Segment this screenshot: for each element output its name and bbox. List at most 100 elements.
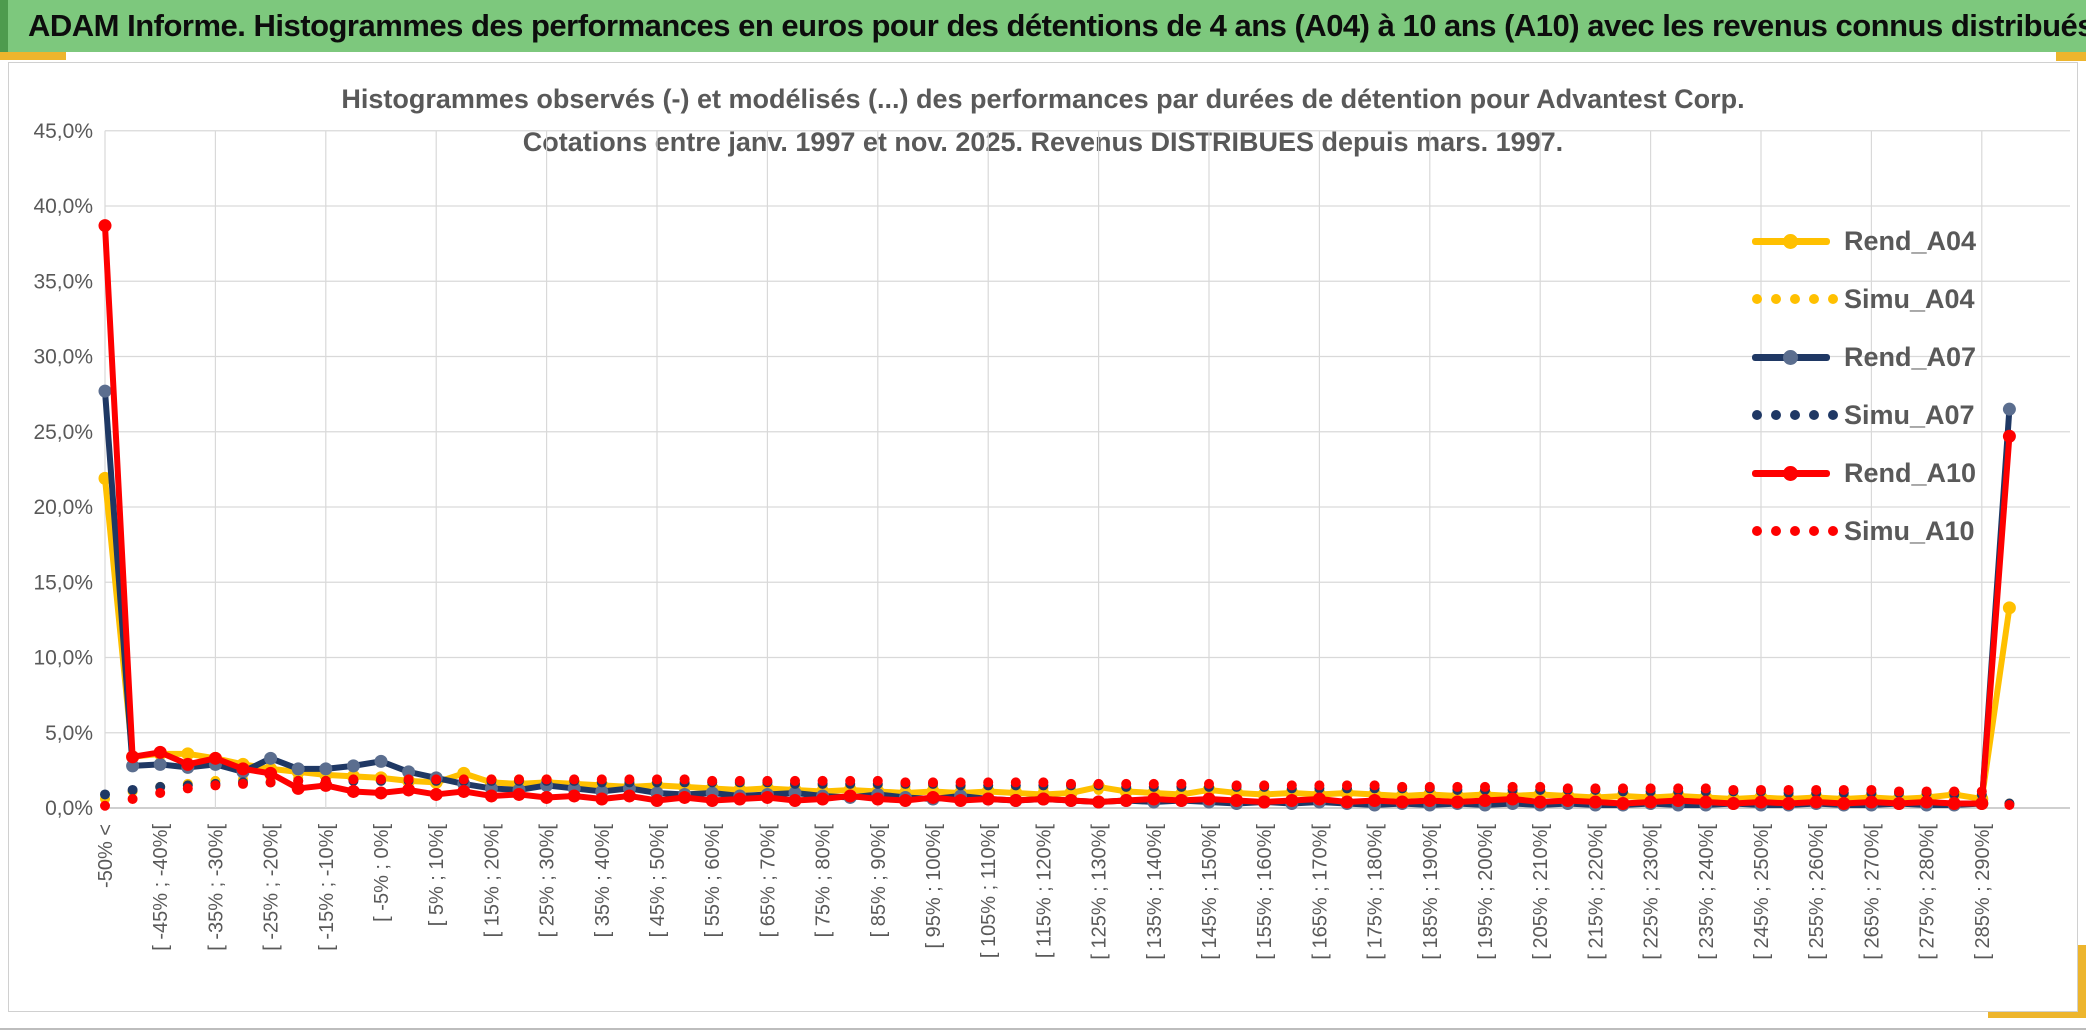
- y-tick-label: 20,0%: [33, 496, 93, 519]
- data-point-marker: [1174, 793, 1188, 807]
- data-point-marker: [1809, 795, 1823, 809]
- data-point-marker: [1699, 795, 1713, 809]
- data-point-marker: [788, 793, 802, 807]
- header-left-edge: [0, 0, 8, 52]
- dotted-data-point: [624, 774, 635, 785]
- data-point-marker: [1588, 795, 1602, 809]
- data-point-marker: [622, 789, 636, 803]
- data-point-marker: [1478, 793, 1492, 807]
- dotted-data-point: [1231, 780, 1242, 791]
- data-point-marker: [346, 784, 360, 798]
- data-point-marker: [126, 750, 140, 764]
- legend-label: Simu_A10: [1844, 515, 1975, 546]
- y-tick-label: 0,0%: [45, 797, 93, 820]
- dotted-data-point: [707, 775, 718, 786]
- dotted-line-swatch-icon: [1752, 526, 1838, 536]
- data-point-marker: [264, 751, 278, 765]
- x-tick-label: -50% <: [95, 824, 117, 888]
- data-point-marker: [1340, 795, 1354, 809]
- dotted-data-point: [1148, 778, 1159, 789]
- y-tick-label: 35,0%: [33, 270, 93, 293]
- data-point-marker: [1533, 795, 1547, 809]
- data-point-marker: [567, 789, 581, 803]
- dotted-data-point: [1121, 778, 1132, 789]
- x-tick-label: [ 65% ; 70%[: [757, 824, 779, 938]
- dotted-data-point: [955, 777, 966, 788]
- data-point-marker: [1506, 792, 1520, 806]
- data-point-marker: [1036, 792, 1050, 806]
- dotted-data-point: [762, 775, 773, 786]
- series-Simu_A10: [100, 774, 2015, 811]
- data-point-marker: [1064, 793, 1078, 807]
- data-point-marker: [926, 790, 940, 804]
- x-tick-label: [ 235% ; 240%[: [1696, 824, 1718, 960]
- data-point-marker: [457, 784, 471, 798]
- y-tick-label: 5,0%: [45, 722, 93, 745]
- dotted-data-point: [1838, 784, 1849, 795]
- y-tick-label: 25,0%: [33, 421, 93, 444]
- dotted-data-point: [1259, 780, 1270, 791]
- dotted-data-point: [403, 774, 414, 785]
- data-point-marker: [2002, 402, 2016, 416]
- dotted-data-point: [1921, 786, 1932, 797]
- header-title: ADAM Informe. Histogrammes des performan…: [28, 8, 2086, 43]
- data-point-marker: [2002, 429, 2016, 443]
- dotted-data-point: [1811, 784, 1822, 795]
- dotted-data-point: [238, 778, 248, 789]
- x-tick-label: [ 55% ; 60%[: [702, 824, 724, 938]
- x-tick-label: [ 15% ; 20%[: [481, 824, 503, 938]
- x-tick-label: [ 275% ; 280%[: [1917, 824, 1939, 960]
- dotted-data-point: [1645, 783, 1656, 794]
- data-point-marker: [1368, 793, 1382, 807]
- dotted-data-point: [1038, 777, 1049, 788]
- solid-line-swatch-icon: [1752, 233, 1834, 249]
- y-tick-label: 15,0%: [33, 571, 93, 594]
- dotted-data-point: [320, 775, 331, 786]
- data-point-marker: [512, 787, 526, 801]
- dotted-data-point: [1783, 784, 1794, 795]
- dotted-data-point: [872, 775, 883, 786]
- data-point-marker: [2002, 601, 2016, 615]
- legend-item-rend-a07: Rend_A07: [1752, 328, 2052, 386]
- dotted-data-point: [1535, 781, 1546, 792]
- data-point-marker: [153, 745, 167, 759]
- dotted-data-point: [182, 783, 193, 794]
- data-point-marker: [98, 219, 112, 233]
- data-point-marker: [871, 792, 885, 806]
- data-point-marker: [1754, 795, 1768, 809]
- x-tick-label: [ -45% ; -40%[: [150, 824, 172, 951]
- series-Rend_A07: [98, 384, 2016, 812]
- data-point-marker: [898, 793, 912, 807]
- dotted-data-point: [900, 777, 911, 788]
- x-tick-label: [ 25% ; 30%[: [537, 824, 559, 938]
- series-line: [102, 390, 2013, 808]
- data-point-marker: [760, 790, 774, 804]
- x-tick-label: [ 135% ; 140%[: [1144, 824, 1166, 960]
- chart-title: Histogrammes observés (-) et modélisés (…: [8, 78, 2078, 164]
- data-point-marker: [98, 384, 112, 398]
- legend-item-simu-a04: Simu_A04: [1752, 270, 2052, 328]
- data-point-marker: [650, 793, 664, 807]
- data-point-marker: [1147, 792, 1161, 806]
- dotted-data-point: [1562, 783, 1573, 794]
- chart-title-line1: Histogrammes observés (-) et modélisés (…: [341, 84, 1745, 114]
- data-point-marker: [1671, 793, 1685, 807]
- dotted-data-point: [1949, 786, 1960, 797]
- x-tick-label: [ 265% ; 270%[: [1861, 824, 1883, 960]
- data-point-marker: [1009, 793, 1023, 807]
- dotted-data-point: [1369, 780, 1380, 791]
- x-tick-label: [ -5% ; 0%[: [371, 824, 393, 922]
- dotted-data-point: [431, 774, 442, 785]
- y-tick-label: 30,0%: [33, 346, 93, 369]
- legend-item-rend-a10: Rend_A10: [1752, 444, 2052, 502]
- dotted-data-point: [1452, 781, 1463, 792]
- dotted-data-point: [1093, 778, 1104, 789]
- dotted-data-point: [155, 787, 166, 798]
- plot-area: 0,0% 5,0% 10,0% 15,0% 20,0% 25,0% 30,0% 35,0% 40…: [33, 120, 2070, 960]
- solid-line-swatch-icon: [1752, 349, 1834, 365]
- legend-item-simu-a10: Simu_A10: [1752, 502, 2052, 560]
- x-tick-label: [ 125% ; 130%[: [1089, 824, 1111, 960]
- series-Rend_A10: [98, 219, 2016, 810]
- x-tick-label: [ 165% ; 170%[: [1309, 824, 1331, 960]
